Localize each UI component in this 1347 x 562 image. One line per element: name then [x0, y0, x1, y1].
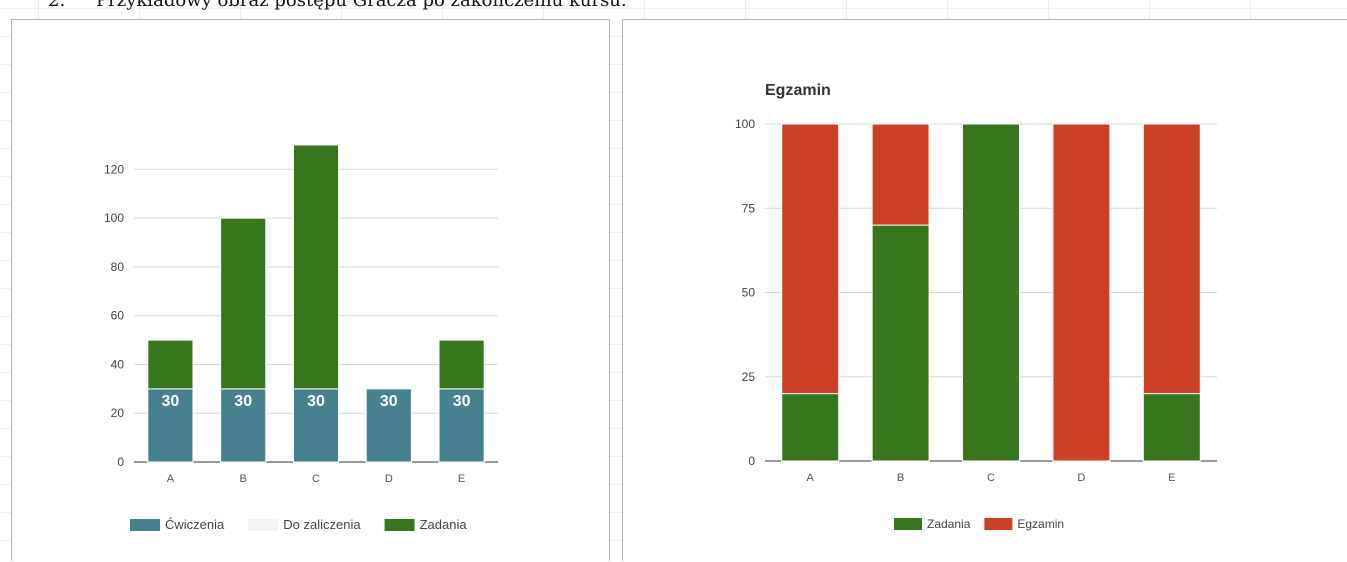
legend-label: Zadania — [420, 517, 468, 532]
bar-zadania — [962, 123, 1020, 462]
x-tick-label: B — [240, 473, 247, 485]
chart-panel-exam[interactable]: Egzamin 0 25 50 75 100 A B C D E Zadania Egzamin — [622, 19, 1347, 561]
y-tick-label: 50 — [742, 286, 756, 300]
y-tick-label: 20 — [111, 406, 125, 420]
chart-panel-progress[interactable]: 0 20 40 60 80 100 120 30 A 30 B 30 C 30 D 30 E Ćwiczenia D… — [11, 19, 610, 561]
bar-ćwiczenia — [365, 388, 412, 463]
bar-zadania — [147, 339, 194, 390]
bar-data-label: 30 — [234, 393, 252, 410]
legend-label: Do zaliczenia — [283, 517, 361, 532]
bar-zadania — [292, 144, 340, 390]
bar-ćwiczenia — [292, 388, 340, 463]
bar-data-label: 30 — [162, 393, 180, 410]
chart-exam: Egzamin 0 25 50 75 100 A B C D E Zadania Egzamin — [735, 82, 1217, 531]
figure-caption: 2. Przykładowy obraz postępu Gracza po za… — [48, 0, 627, 11]
bar-data-label: 30 — [380, 393, 398, 410]
bar-egzamin — [871, 123, 930, 226]
bar-zadania — [1142, 393, 1201, 462]
caption-number: 2. — [48, 0, 66, 11]
legend-label: Ćwiczenia — [165, 517, 225, 532]
legend-swatch — [248, 519, 279, 531]
y-tick-label: 60 — [111, 309, 125, 323]
legend-label: Zadania — [927, 517, 971, 531]
legend-swatch — [384, 519, 415, 531]
chart-title: Egzamin — [765, 82, 831, 99]
legend-swatch — [894, 518, 922, 530]
x-tick-label: D — [1077, 472, 1085, 484]
bar-ćwiczenia — [438, 388, 485, 463]
chart-progress: 0 20 40 60 80 100 120 30 A 30 B 30 C 30 D 30 E Ćwiczenia D… — [104, 144, 498, 532]
x-tick-label: A — [807, 472, 815, 484]
y-tick-label: 25 — [742, 370, 756, 384]
legend-label: Egzamin — [1017, 517, 1064, 531]
y-tick-label: 0 — [748, 454, 755, 468]
bar-zadania — [781, 393, 840, 462]
bar-egzamin — [1142, 123, 1201, 395]
bar-egzamin — [781, 123, 840, 395]
legend-swatch — [130, 519, 160, 531]
y-tick-label: 120 — [104, 162, 124, 176]
x-tick-label: C — [312, 473, 320, 485]
bar-zadania — [871, 224, 930, 462]
bar-ćwiczenia — [220, 388, 267, 463]
y-tick-label: 80 — [111, 260, 125, 274]
bar-data-label: 30 — [307, 393, 325, 410]
x-tick-label: B — [897, 472, 904, 484]
bar-data-label: 30 — [453, 393, 471, 410]
y-tick-label: 40 — [111, 357, 125, 371]
bar-egzamin — [1052, 123, 1111, 462]
bar-zadania — [220, 217, 267, 390]
caption-text: Przykładowy obraz postępu Gracza po zako… — [96, 0, 627, 11]
x-tick-label: D — [385, 473, 393, 485]
x-tick-label: C — [987, 472, 995, 484]
bar-zadania — [438, 339, 485, 390]
y-tick-label: 75 — [742, 201, 756, 215]
y-tick-label: 100 — [104, 211, 124, 225]
y-tick-label: 100 — [735, 117, 755, 131]
y-tick-label: 0 — [117, 455, 124, 469]
x-tick-label: E — [458, 473, 465, 485]
x-tick-label: A — [167, 473, 175, 485]
legend-swatch — [984, 518, 1013, 530]
x-tick-label: E — [1168, 472, 1175, 484]
